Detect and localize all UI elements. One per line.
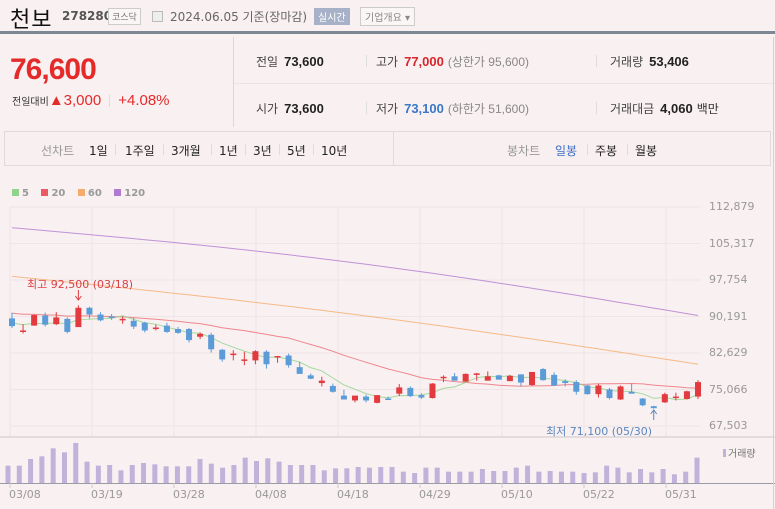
up-arrow-icon: ▲ bbox=[48, 92, 64, 109]
divider bbox=[366, 102, 367, 114]
divider bbox=[279, 144, 280, 155]
change-row: 전일대비▲3,000 +4.08% bbox=[12, 92, 170, 109]
legend-ma60[interactable]: 60 bbox=[77, 188, 102, 199]
x-axis-label: 05/10 bbox=[501, 488, 533, 501]
y-axis-label: 67,503 bbox=[709, 419, 748, 432]
high-annotation: 최고 92,500 (03/18) bbox=[27, 278, 134, 291]
price-summary: 76,600 전일대비▲3,000 +4.08% 전일 73,600 고가 77,00… bbox=[0, 37, 775, 127]
change-percent: +4.08% bbox=[118, 92, 170, 109]
divider bbox=[596, 55, 597, 67]
company-overview-button[interactable]: 기업개요 ▾ bbox=[360, 7, 415, 26]
tab-monthly[interactable]: 월봉 bbox=[635, 144, 658, 158]
legend-ma20[interactable]: 20 bbox=[41, 188, 65, 199]
tab-1w[interactable]: 1주일 bbox=[125, 144, 155, 158]
change-label: 전일대비 bbox=[12, 97, 49, 108]
chart-period-tabs: 선차트 1일 1주일 3개월 1년 3년 5년 10년 봉차트 일봉 주봉 월봉 bbox=[4, 131, 771, 166]
tab-3y[interactable]: 3년 bbox=[253, 144, 272, 158]
tab-daily[interactable]: 일봉 bbox=[555, 144, 578, 158]
realtime-button[interactable]: 실시간 bbox=[314, 8, 350, 25]
market-badge: 코스닥 bbox=[108, 8, 141, 25]
divider bbox=[627, 144, 628, 155]
x-axis-label: 03/28 bbox=[173, 488, 205, 501]
line-chart-label: 선차트 bbox=[41, 144, 75, 158]
tab-10y[interactable]: 10년 bbox=[321, 144, 348, 158]
divider bbox=[313, 144, 314, 155]
calendar-icon bbox=[152, 11, 163, 22]
volume-legend: 거래량 bbox=[723, 445, 756, 460]
divider bbox=[596, 102, 597, 114]
x-axis-label: 03/19 bbox=[91, 488, 123, 501]
tab-weekly[interactable]: 주봉 bbox=[595, 144, 618, 158]
y-axis-label: 105,317 bbox=[709, 236, 755, 250]
y-axis-label: 82,629 bbox=[709, 346, 748, 359]
y-axis-label: 75,066 bbox=[709, 382, 748, 396]
divider bbox=[211, 144, 212, 155]
open-price: 시가 73,600 bbox=[256, 101, 324, 116]
legend-swatch bbox=[41, 189, 49, 196]
divider bbox=[109, 95, 111, 108]
trade-amount: 거래대금 4,060 백만 bbox=[610, 101, 719, 116]
x-axis-label: 05/22 bbox=[583, 488, 615, 501]
tab-3m[interactable]: 3개월 bbox=[171, 144, 201, 158]
stock-header: 천보 278280 코스닥 2024.06.05 기준(장마감) 실시간 기업개… bbox=[0, 0, 775, 34]
candlestick-chart[interactable] bbox=[0, 195, 775, 509]
divider bbox=[393, 132, 394, 165]
legend-swatch bbox=[77, 189, 85, 196]
divider bbox=[245, 144, 246, 155]
y-axis-label: 97,754 bbox=[709, 273, 748, 286]
current-price: 76,600 bbox=[10, 53, 97, 86]
volume-swatch bbox=[723, 449, 726, 457]
divider bbox=[366, 55, 367, 67]
tab-1y[interactable]: 1년 bbox=[219, 144, 238, 158]
change-value: 3,000 bbox=[63, 92, 102, 109]
tab-5y[interactable]: 5년 bbox=[287, 144, 306, 158]
divider bbox=[233, 37, 234, 127]
legend-ma5[interactable]: 5 bbox=[12, 188, 29, 199]
ma-legend: 5 20 60 120 bbox=[12, 188, 154, 199]
x-axis-label: 04/18 bbox=[337, 488, 369, 501]
prev-close: 전일 73,600 bbox=[256, 54, 324, 69]
divider bbox=[234, 83, 775, 84]
divider bbox=[163, 144, 164, 155]
x-axis-label: 05/31 bbox=[665, 488, 697, 501]
y-axis-label: 90,191 bbox=[709, 309, 748, 323]
low-price: 저가 73,100 (하한가 51,600) bbox=[376, 101, 530, 116]
divider bbox=[115, 144, 116, 155]
y-axis-label: 112,879 bbox=[709, 200, 755, 213]
legend-swatch bbox=[12, 189, 19, 196]
stock-name: 천보 bbox=[10, 8, 53, 33]
candle-chart-label: 봉차트 bbox=[507, 144, 541, 158]
divider bbox=[773, 37, 774, 509]
high-price: 고가 77,000 (상한가 95,600) bbox=[376, 54, 530, 69]
legend-swatch bbox=[114, 189, 122, 196]
tab-1d[interactable]: 1일 bbox=[89, 144, 108, 158]
legend-ma120[interactable]: 120 bbox=[114, 188, 145, 199]
volume: 거래량 53,406 bbox=[610, 54, 689, 69]
date-text: 2024.06.05 기준(장마감) bbox=[170, 10, 308, 24]
x-axis-label: 04/29 bbox=[419, 488, 451, 501]
x-axis-label: 03/08 bbox=[9, 488, 41, 501]
divider bbox=[587, 144, 588, 155]
low-annotation: 최저 71,100 (05/30) bbox=[546, 425, 653, 438]
x-axis-label: 04/08 bbox=[255, 488, 287, 501]
stock-code: 278280 bbox=[62, 9, 113, 23]
